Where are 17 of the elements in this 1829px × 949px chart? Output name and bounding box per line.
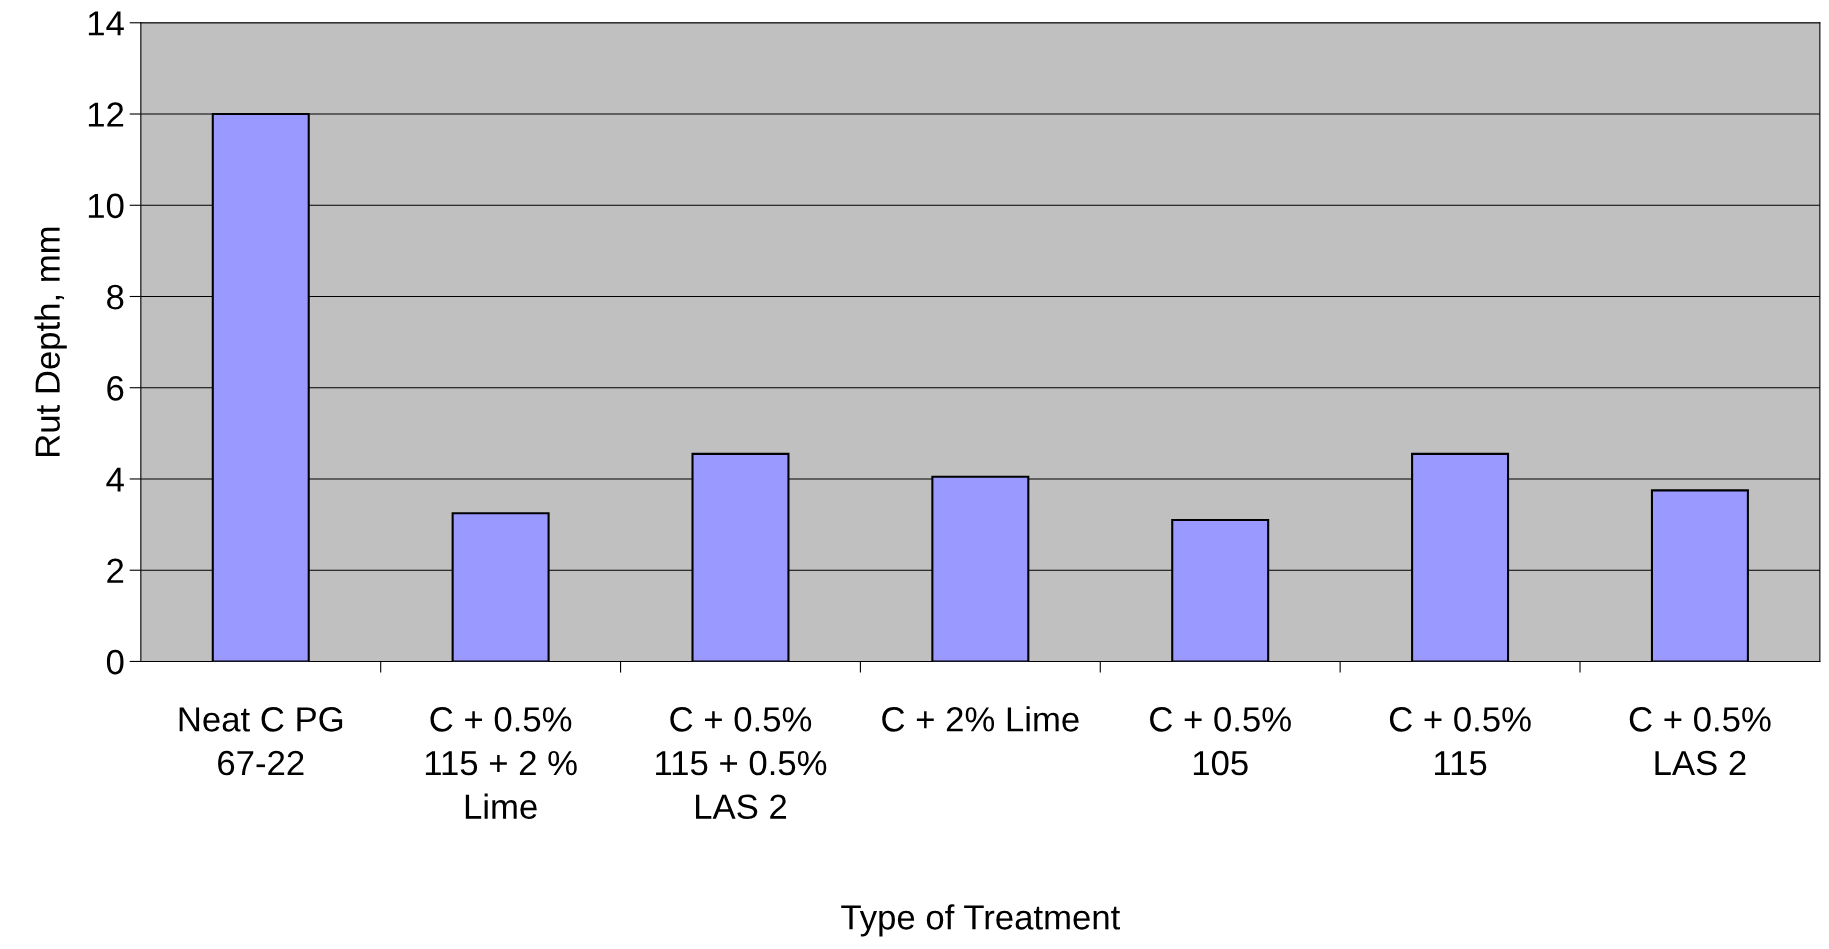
- y-tick-label: 0: [106, 649, 124, 675]
- x-tick-label: C + 0.5% LAS 2: [1629, 707, 1771, 776]
- x-tick-label: C + 0.5% 115 + 0.5% LAS 2: [656, 707, 827, 820]
- y-tick-label: 4: [106, 467, 124, 492]
- y-axis-title: Rut Depth, mm: [34, 227, 67, 456]
- x-tick-label: C + 0.5% 115 + 2 % Lime: [425, 707, 577, 820]
- y-tick-label: 2: [107, 558, 124, 583]
- x-tick-label: C + 0.5% 105: [1150, 707, 1291, 776]
- x-tick-label: C + 0.5% 115: [1389, 707, 1531, 776]
- y-tick-label: 10: [88, 193, 124, 219]
- x-tick-label: Neat C PG 67-22: [179, 707, 343, 776]
- x-axis-title: Type of Treatment: [841, 904, 1121, 937]
- x-tick-label: C + 2% Lime: [882, 706, 1079, 732]
- y-tick-label: 6: [107, 376, 124, 401]
- y-tick-label: 14: [88, 11, 124, 36]
- y-tick-label: 12: [88, 102, 124, 127]
- y-tick-label: 8: [107, 284, 124, 310]
